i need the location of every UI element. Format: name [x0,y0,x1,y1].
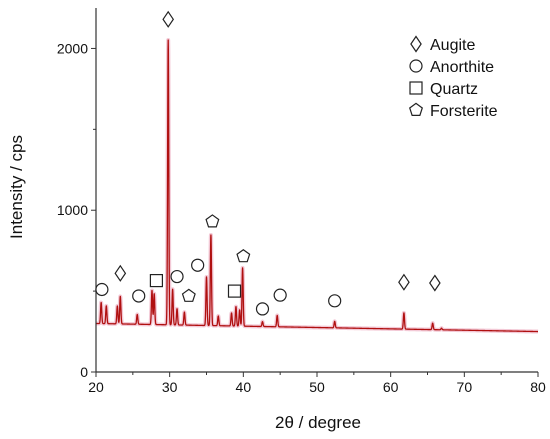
forsterite-marker [181,288,196,302]
legend-label-augite: Augite [430,37,475,54]
x-axis-title: 2θ / degree [275,413,361,432]
anorthite-marker [255,302,270,316]
legend-label-quartz: Quartz [430,81,478,98]
legend-symbol-forsterite [409,102,423,116]
augite-marker [162,10,175,28]
forsterite-marker [205,214,220,228]
y-tick-label: 2000 [57,40,88,56]
x-tick-label: 30 [162,379,178,395]
augite-marker [429,274,441,292]
x-tick-label: 80 [530,379,546,395]
anorthite-marker [95,282,109,297]
x-tick-label: 20 [88,379,104,395]
anorthite-marker [132,289,146,303]
y-tick-label: 0 [80,364,88,380]
x-tick-label: 40 [236,379,252,395]
legend: Augite Anorthite Quartz Forsterite [409,35,498,120]
legend-symbol-anorthite [409,59,423,73]
anorthite-marker [328,294,342,308]
phase-markers [95,10,441,316]
x-tick-label: 60 [383,379,399,395]
y-tick-label: 1000 [57,202,88,218]
quartz-marker [149,273,164,288]
augite-marker [398,273,410,291]
y-axis-title: Intensity / cps [7,135,26,239]
forsterite-marker [236,248,251,263]
x-tick-label: 70 [457,379,473,395]
legend-label-forsterite: Forsterite [430,103,498,120]
xrd-pattern-line [95,39,539,333]
legend-symbol-quartz [409,81,423,95]
x-tick-label: 50 [309,379,325,395]
axes: 20 30 40 50 60 70 80 0 1000 2000 [57,8,546,395]
augite-marker [114,264,127,282]
anorthite-marker [191,258,205,272]
plot-area [94,38,540,334]
legend-label-anorthite: Anorthite [430,59,494,76]
anorthite-marker [170,269,184,284]
legend-symbol-augite [410,35,422,53]
anorthite-marker [273,288,287,302]
quartz-marker [227,284,242,298]
